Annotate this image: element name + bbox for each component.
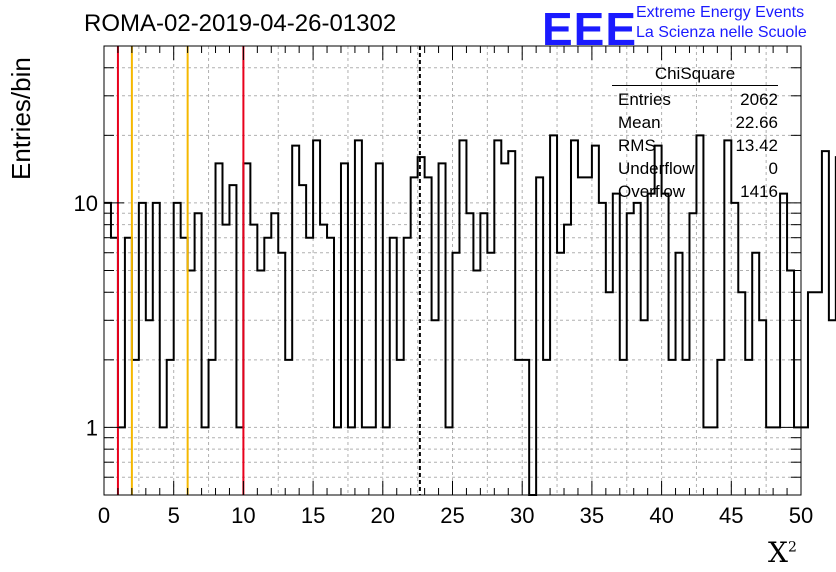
stats-value: 13.42 bbox=[735, 136, 778, 155]
x-tick-label: 5 bbox=[168, 503, 180, 528]
stats-box: ChiSquare Entries 2062 Mean 22.66 RMS 13.42… bbox=[612, 64, 778, 203]
x-tick-label: 35 bbox=[580, 503, 604, 528]
x-tick-label: 20 bbox=[371, 503, 395, 528]
stats-value: 1416 bbox=[740, 182, 778, 201]
y-axis-label: Entries/bin bbox=[6, 57, 36, 180]
logo-caption-line2: La Scienza nelle Scuole bbox=[636, 24, 807, 41]
stats-label: RMS bbox=[618, 136, 656, 155]
x-tick-label: 15 bbox=[301, 503, 325, 528]
stats-row-entries: Entries 2062 bbox=[612, 88, 778, 111]
chart-title: ROMA-02-2019-04-26-01302 bbox=[84, 10, 397, 37]
stats-value: 0 bbox=[768, 159, 778, 178]
stats-title: ChiSquare bbox=[612, 64, 778, 86]
stats-row-underflow: Underflow 0 bbox=[612, 157, 778, 180]
stats-row-overflow: Overflow 1416 bbox=[612, 180, 778, 203]
stats-row-rms: RMS 13.42 bbox=[612, 134, 778, 157]
x-tick-label: 50 bbox=[789, 503, 813, 528]
x-tick-label: 30 bbox=[510, 503, 534, 528]
stats-value: 2062 bbox=[740, 90, 778, 109]
x-axis-label-base: X bbox=[768, 536, 788, 569]
x-tick-label: 45 bbox=[719, 503, 743, 528]
x-tick-label: 40 bbox=[649, 503, 673, 528]
histogram-series bbox=[104, 134, 836, 496]
stats-label: Mean bbox=[618, 113, 661, 132]
x-tick-label: 10 bbox=[231, 503, 255, 528]
eee-logo: EEE bbox=[542, 3, 638, 55]
x-tick-label: 25 bbox=[440, 503, 464, 528]
x-axis-label: X2 bbox=[768, 536, 797, 569]
stats-label: Underflow bbox=[618, 159, 695, 178]
logo-caption-line1: Extreme Energy Events bbox=[636, 4, 805, 21]
x-axis-label-superscript: 2 bbox=[787, 539, 797, 556]
stats-label: Entries bbox=[618, 90, 671, 109]
stats-label: Overflow bbox=[618, 182, 686, 201]
y-tick-label: 10 bbox=[74, 191, 98, 216]
stats-value: 22.66 bbox=[735, 113, 778, 132]
y-tick-label: 1 bbox=[86, 415, 98, 440]
stats-row-mean: Mean 22.66 bbox=[612, 111, 778, 134]
x-tick-label: 0 bbox=[98, 503, 110, 528]
